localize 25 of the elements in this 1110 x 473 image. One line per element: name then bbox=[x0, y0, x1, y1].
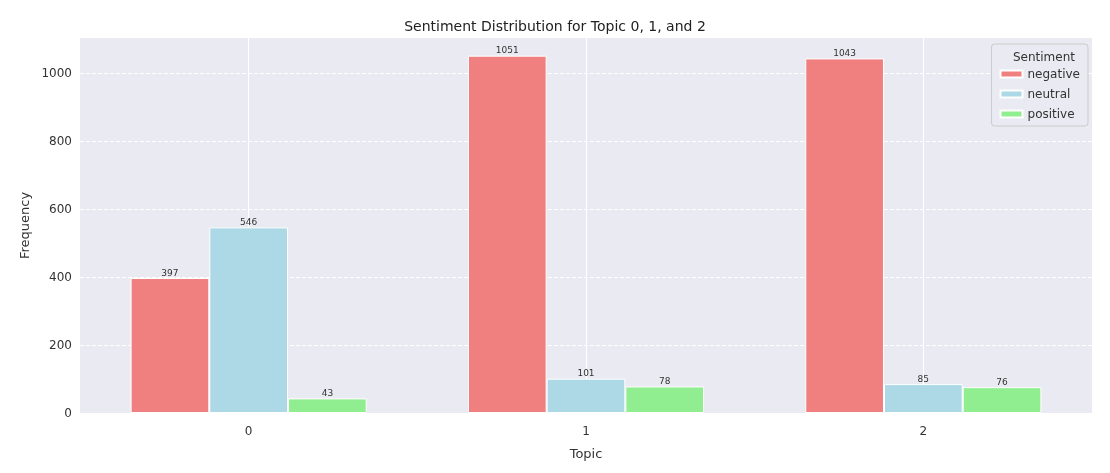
data-label: 1043 bbox=[833, 47, 857, 58]
data-label: 397 bbox=[161, 267, 179, 278]
data-label: 546 bbox=[240, 216, 258, 227]
legend-label: negative bbox=[1027, 67, 1080, 81]
data-label: 101 bbox=[577, 368, 595, 379]
chart-title: Sentiment Distribution for Topic 0, 1, and 2 bbox=[404, 18, 706, 34]
y-tick-label: 0 bbox=[64, 406, 72, 420]
y-tick-label: 200 bbox=[49, 338, 72, 352]
data-label: 78 bbox=[658, 375, 671, 386]
data-label: 43 bbox=[321, 387, 334, 398]
legend-label: neutral bbox=[1027, 87, 1071, 101]
y-tick-label: 600 bbox=[49, 202, 72, 217]
x-tick-label: 0 bbox=[244, 424, 253, 438]
data-label: 1051 bbox=[495, 45, 519, 56]
x-axis-title: Topic bbox=[568, 446, 603, 461]
y-tick-label: 800 bbox=[49, 134, 72, 149]
y-axis-title: Frequency bbox=[16, 191, 32, 260]
data-label: 76 bbox=[996, 376, 1009, 387]
x-tick-label: 1 bbox=[582, 424, 590, 438]
y-tick-label: 1000 bbox=[41, 66, 72, 81]
data-label: 85 bbox=[917, 373, 930, 384]
x-tick-label: 2 bbox=[919, 424, 928, 438]
legend-label: positive bbox=[1027, 107, 1075, 121]
legend-title: Sentiment bbox=[1012, 50, 1076, 64]
y-tick-label: 400 bbox=[49, 270, 72, 285]
